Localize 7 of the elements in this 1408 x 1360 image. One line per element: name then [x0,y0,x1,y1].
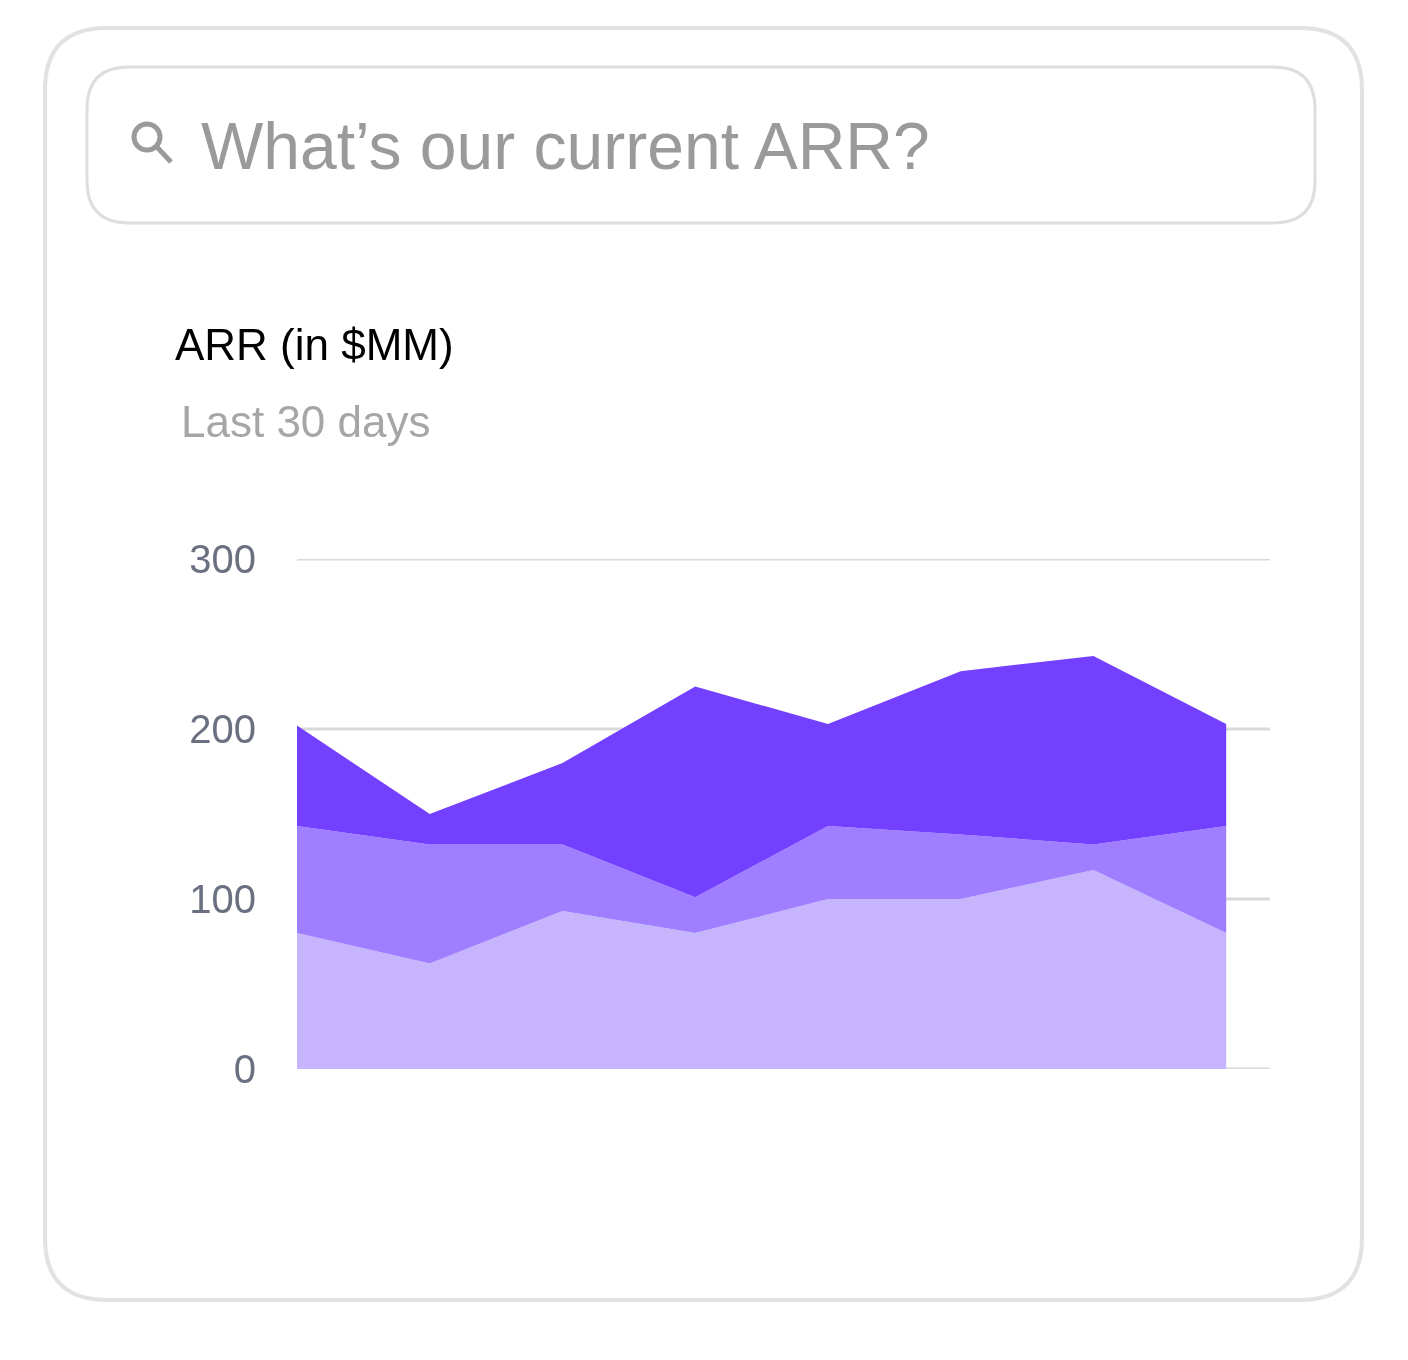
chart-title: ARR (in $MM) [175,320,454,370]
y-tick-label: 200 [189,707,256,751]
y-tick-label: 100 [189,877,256,921]
y-tick-label: 0 [233,1047,256,1091]
text: What’s our current ARR? [201,109,930,183]
y-tick-label: 300 [189,537,256,581]
chart-subtitle: Last 30 days [181,397,431,446]
